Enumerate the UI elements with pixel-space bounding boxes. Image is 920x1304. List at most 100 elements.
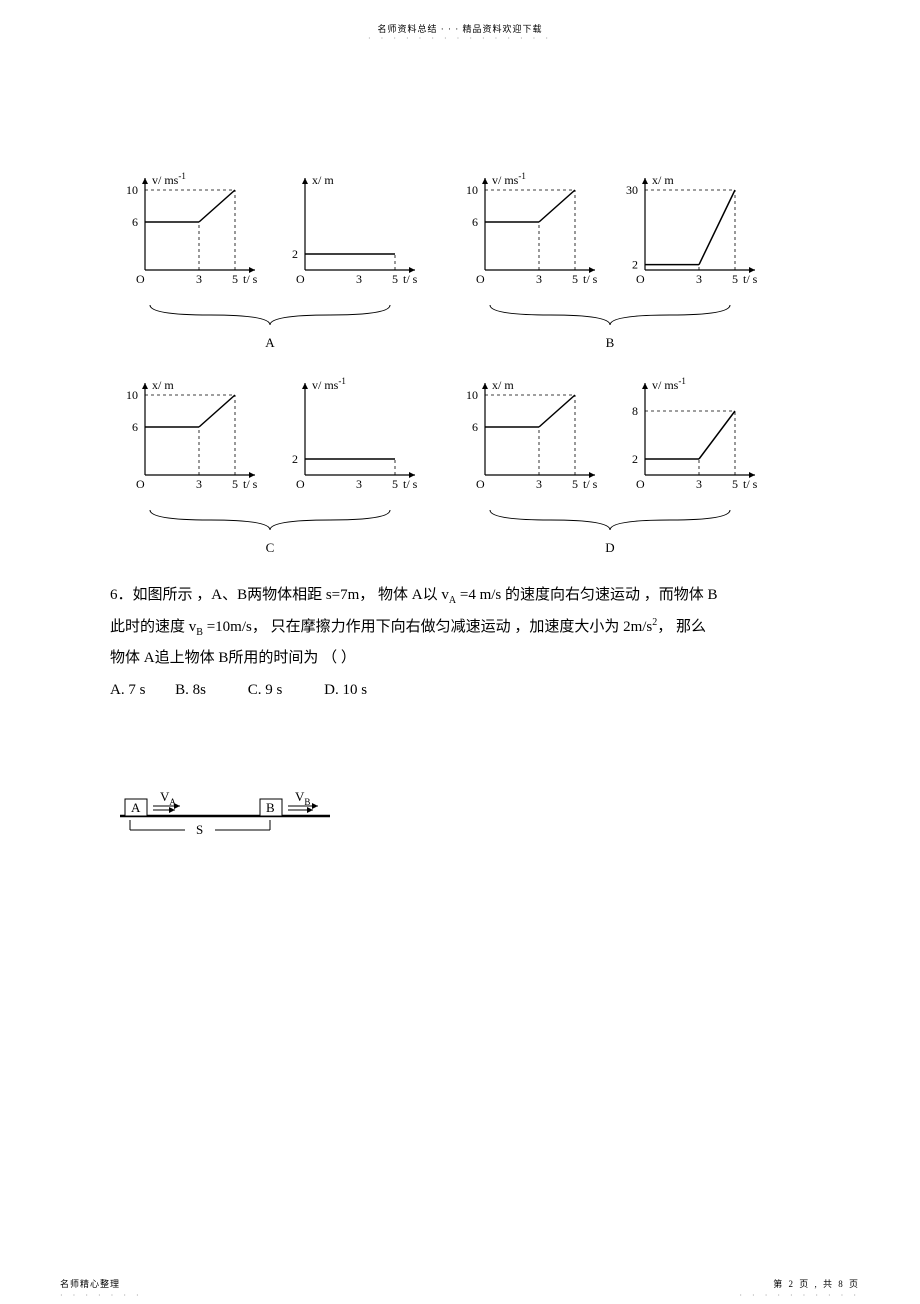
svg-text:5: 5 [572,477,578,491]
svg-text:O: O [476,272,485,286]
label-C: C [110,540,430,556]
label-A: A [110,335,430,351]
svg-text:2: 2 [292,452,298,466]
q6-optC: C. 9 s [248,682,283,698]
q6-l2a: 此时的速度 v [110,619,196,635]
svg-text:3: 3 [536,272,542,286]
svg-text:10: 10 [466,183,478,197]
svg-text:v/ ms-1: v/ ms-1 [652,376,686,392]
svg-text:v/ ms-1: v/ ms-1 [492,171,526,187]
svg-text:3: 3 [196,477,202,491]
svg-text:3: 3 [696,477,702,491]
brace-icon [110,505,430,540]
graph-B-right: 2 30 3 5 Ox/ m t/ s [610,170,770,320]
svg-text:30: 30 [626,183,638,197]
graph-group-B: 6 10 3 5 Ov/ ms-1 t/ s 2 30 3 5 Ox/ m t/ s [450,170,770,320]
svg-text:5: 5 [232,272,238,286]
graph-D-left: 61035Ox/ mt/ s [450,375,610,525]
q6-l2c: ， 那么 [657,619,706,635]
svg-text:2: 2 [292,247,298,261]
q6-line2: 此时的速度 vB =10m/s， 只在摩擦力作用下向右做匀减速运动 ，加速度大小… [110,612,810,644]
graph-row-2: 61035Ox/ mt/ s 235Ov/ ms-1t/ s 61035Ox/ … [110,375,790,525]
graph-B-left: 6 10 3 5 Ov/ ms-1 t/ s [450,170,610,320]
svg-text:t/ s: t/ s [583,272,598,286]
brace-row-1: A B [110,300,770,351]
header-dots: · · · · · · · · · · · · · · · [0,34,920,43]
q6-diagram: A VA B VB S [120,786,330,846]
svg-text:6: 6 [132,215,138,229]
svg-text:O: O [136,477,145,491]
svg-text:5: 5 [572,272,578,286]
q6-line3: 物体 A追上物体 B所用的时间为 （ ） [110,643,810,675]
VA-label: VA [160,789,176,807]
svg-text:O: O [136,272,145,286]
svg-text:v/ ms-1: v/ ms-1 [152,171,186,187]
svg-text:6: 6 [472,420,478,434]
svg-text:3: 3 [196,272,202,286]
svg-text:t/ s: t/ s [243,477,258,491]
svg-text:8: 8 [632,404,638,418]
q6-optB: B. 8s [175,682,206,698]
svg-text:O: O [296,272,305,286]
svg-text:2: 2 [632,452,638,466]
q6-options: A. 7 s B. 8s C. 9 s D. 10 s [110,675,810,707]
svg-text:3: 3 [356,272,362,286]
q6-l1b: =4 m/s 的速度向右匀速运动 ，而物体 B [456,587,717,603]
svg-text:3: 3 [696,272,702,286]
svg-text:5: 5 [392,477,398,491]
svg-text:10: 10 [126,183,138,197]
brace-row-2: C D [110,505,770,556]
svg-text:t/ s: t/ s [243,272,258,286]
brace-B: B [450,300,770,351]
VB-label: VB [295,789,310,807]
q6-optA: A. 7 s [110,682,145,698]
footer-right: 第 2 页 , 共 8 页 [773,1277,860,1290]
q6-diagram-svg: A VA B VB S [120,786,330,841]
svg-text:3: 3 [356,477,362,491]
graph-C-right: 235Ov/ ms-1t/ s [270,375,430,525]
graph-group-D: 61035Ox/ mt/ s 2835Ov/ ms-1t/ s [450,375,770,525]
svg-text:x/ m: x/ m [312,173,334,187]
svg-text:O: O [636,477,645,491]
brace-icon [450,300,770,335]
q6-optD: D. 10 s [324,682,367,698]
svg-text:O: O [636,272,645,286]
graph-group-A: 6 10 3 5 Ov/ ms-1 t/ s 2 3 5 Ox/ m t/ s [110,170,430,320]
svg-text:t/ s: t/ s [743,477,758,491]
svg-text:t/ s: t/ s [403,272,418,286]
svg-text:x/ m: x/ m [152,378,174,392]
svg-text:t/ s: t/ s [743,272,758,286]
brace-A: A [110,300,430,351]
S-label: S [196,822,203,837]
footer-left-dots: · · · · · · · [60,1291,143,1300]
svg-text:6: 6 [132,420,138,434]
svg-text:10: 10 [126,388,138,402]
q6-subB: B [196,627,203,638]
svg-text:5: 5 [732,477,738,491]
graph-row-1: 6 10 3 5 Ov/ ms-1 t/ s 2 3 5 Ox/ m t/ s 6 10 3 5 Ov/ … [110,170,790,320]
footer-right-dots: · · · · · · · · · · [739,1291,860,1300]
graph-D-right: 2 8 3 5 Ov/ ms-1 t/ s [610,375,770,525]
svg-text:2: 2 [632,258,638,272]
q6-line1: 6．如图所示 ，A、B两物体相距 s=7m， 物体 A以 vA =4 m/s 的… [110,580,810,612]
svg-text:t/ s: t/ s [403,477,418,491]
svg-text:6: 6 [472,215,478,229]
graph-A-left: 6 10 3 5 Ov/ ms-1 t/ s [110,170,270,320]
svg-text:5: 5 [392,272,398,286]
svg-text:3: 3 [536,477,542,491]
q6-l1a: 6．如图所示 ，A、B两物体相距 s=7m， 物体 A以 v [110,587,449,603]
label-B: B [450,335,770,351]
svg-text:x/ m: x/ m [492,378,514,392]
svg-text:O: O [476,477,485,491]
svg-text:5: 5 [732,272,738,286]
svg-text:v/ ms-1: v/ ms-1 [312,376,346,392]
label-D: D [450,540,770,556]
footer-left: 名师精心整理 [60,1277,120,1290]
svg-text:x/ m: x/ m [652,173,674,187]
brace-icon [110,300,430,335]
graph-group-C: 61035Ox/ mt/ s 235Ov/ ms-1t/ s [110,375,430,525]
q6-l2b: =10m/s， 只在摩擦力作用下向右做匀减速运动 ，加速度大小为 2m/s [203,619,652,635]
graph-A-right: 2 3 5 Ox/ m t/ s [270,170,430,320]
svg-text:5: 5 [232,477,238,491]
svg-text:t/ s: t/ s [583,477,598,491]
